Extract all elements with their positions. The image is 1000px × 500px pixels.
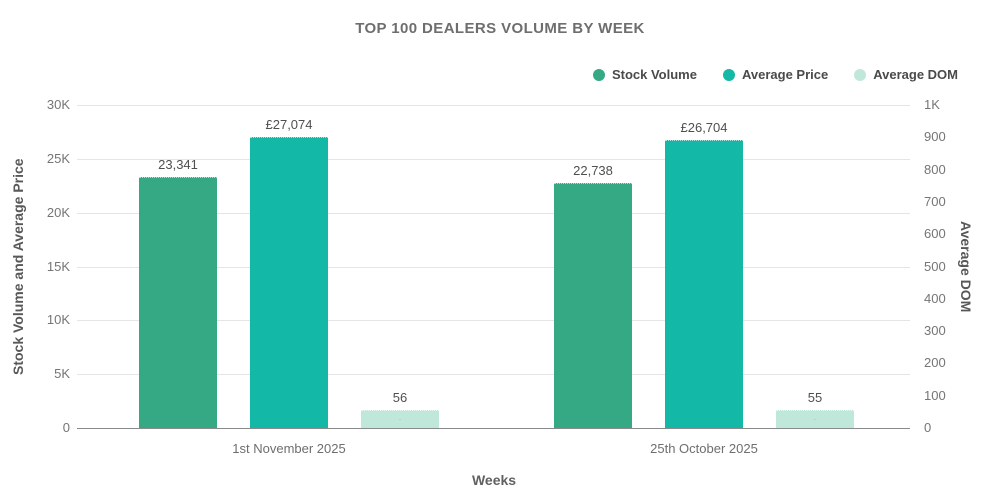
bar-value-label: 23,341 (158, 157, 198, 172)
right-axis-tick-label: 800 (924, 162, 946, 177)
gridline (77, 213, 910, 214)
right-axis-tick-label: 500 (924, 259, 946, 274)
right-axis-tick-label: 100 (924, 388, 946, 403)
legend-item-stock-volume[interactable]: Stock Volume (592, 67, 697, 82)
bar-value-label: 22,738 (573, 163, 613, 178)
gridline (77, 320, 910, 321)
legend-dot-icon (854, 68, 867, 81)
x-axis-category-label: 25th October 2025 (650, 441, 758, 456)
bar-value-label: £27,074 (265, 117, 313, 132)
legend-dot-icon (592, 68, 605, 81)
bar-value-label: 55 (807, 390, 823, 405)
legend-label: Stock Volume (611, 67, 697, 82)
legend-item-average-price[interactable]: Average Price (722, 67, 829, 82)
legend-dot-icon (722, 68, 735, 81)
chart-title: TOP 100 DEALERS VOLUME BY WEEK (355, 20, 645, 37)
bar-stock-volume: 22,738 (554, 163, 632, 428)
plot-area: 23,341 £27,074 56 22,738 £26,704 55 (77, 105, 910, 429)
left-axis-tick-label: 30K (46, 97, 70, 112)
right-axis-tick-label: 200 (924, 355, 946, 370)
gridline (77, 267, 910, 268)
x-axis-category-label: 1st November 2025 (232, 441, 346, 456)
right-axis-tick-label: 900 (924, 129, 946, 144)
right-axis-tick-label: 300 (924, 323, 946, 338)
legend-label: Average Price (741, 67, 829, 82)
bar-average-price: £27,074 (250, 117, 328, 428)
gridline (77, 159, 910, 160)
left-axis-tick-label: 0 (62, 420, 70, 435)
left-axis-tick-label: 15K (46, 259, 70, 274)
legend-label: Average DOM (873, 67, 958, 82)
left-axis-tick-label: 25K (46, 151, 70, 166)
right-axis-tick-label: 0 (924, 420, 932, 435)
right-axis-title: Average DOM (958, 220, 974, 313)
left-axis-tick-label: 20K (46, 205, 70, 220)
bar-value-label: £26,704 (680, 120, 728, 135)
bar-value-label: 56 (392, 390, 408, 405)
gridline (77, 374, 910, 375)
legend-item-average-dom[interactable]: Average DOM (854, 67, 958, 82)
right-axis-tick-label: 700 (924, 194, 946, 209)
right-axis-tick-label: 400 (924, 291, 946, 306)
right-axis-tick-label: 1K (924, 97, 940, 112)
right-axis-tick-label: 600 (924, 226, 946, 241)
bar-group: 23,341 £27,074 56 (139, 117, 439, 428)
bar-average-price: £26,704 (665, 120, 743, 428)
bar-stock-volume: 23,341 (139, 157, 217, 428)
legend: Stock Volume Average Price Average DOM (592, 67, 958, 82)
left-axis-tick-label: 5K (54, 366, 70, 381)
x-axis-title: Weeks (471, 472, 517, 488)
gridline (77, 105, 910, 106)
bar-average-dom: 56 (361, 390, 439, 428)
left-axis-tick-label: 10K (46, 312, 70, 327)
bar-group: 22,738 £26,704 55 (554, 120, 854, 428)
bar-average-dom: 55 (776, 390, 854, 428)
x-axis-baseline (77, 428, 910, 429)
